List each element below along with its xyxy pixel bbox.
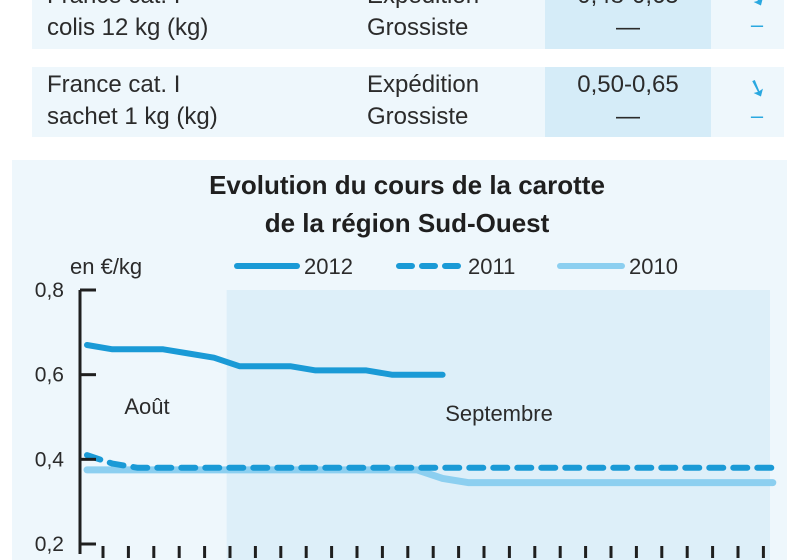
chart-title-line1: Evolution du cours de la carotte [209,170,605,200]
product-cell: France cat. I colis 12 kg (kg) [47,0,208,44]
series-line-2010 [83,466,777,487]
legend-label-2011: 2011 [468,254,515,279]
y-axis: 0,2 0,4 0,6 0,8 [35,279,96,556]
stage-grossiste: Grossiste [367,14,469,41]
trend-cell: ➘ – [727,72,787,129]
table-row: France cat. I colis 12 kg (kg) Expéditio… [32,0,784,49]
price-expedition: 0,50-0,65 [577,71,679,98]
y-tick-label: 0,4 [35,448,65,471]
series-line-2011 [84,452,776,471]
price-cell: 0,50-0,65 — [545,67,711,137]
chart-legend: 2012 2011 2010 [234,254,678,279]
y-axis-unit-label: en €/kg [70,254,142,279]
stage-expedition: Expédition [367,0,479,12]
stage-grossiste: Grossiste [367,103,469,130]
legend-label-2010: 2010 [629,254,678,279]
product-name: France cat. I [47,71,181,98]
price-expedition: 0,48-0,65 [545,0,711,12]
product-cell: France cat. I sachet 1 kg (kg) [47,69,218,133]
y-tick-label: 0,8 [35,279,64,302]
september-band [226,290,770,560]
y-tick-label: 0,6 [35,364,64,387]
price-cell: 0,48-0,65 — [545,0,711,49]
legend-label-2012: 2012 [304,254,353,279]
product-name: France cat. I [47,0,208,12]
price-table: France cat. I colis 12 kg (kg) Expéditio… [0,0,800,140]
trend-cell: ➘ – [727,0,787,38]
price-chart-panel: Evolution du cours de la carotte de la r… [12,160,787,560]
price-chart: Evolution du cours de la carotte de la r… [35,170,777,560]
series-layer [83,342,777,487]
stage-cell: Expédition Grossiste [367,0,479,44]
table-row: France cat. I sachet 1 kg (kg) Expéditio… [32,67,784,137]
trend-dash: – [750,12,764,37]
series-line-2012 [84,342,446,378]
price-grossiste: — [616,14,640,41]
chart-title-line2: de la région Sud-Ouest [265,208,550,238]
price-grossiste: — [616,103,640,130]
product-packaging: sachet 1 kg (kg) [47,103,218,130]
product-packaging: colis 12 kg (kg) [47,14,209,41]
trend-dash: – [750,103,764,128]
period-label-aout: Août [124,394,169,419]
y-tick-label: 0,2 [35,533,64,556]
period-label-septembre: Septembre [445,401,553,426]
stage-expedition: Expédition [367,71,480,98]
stage-cell: Expédition Grossiste [367,69,479,133]
